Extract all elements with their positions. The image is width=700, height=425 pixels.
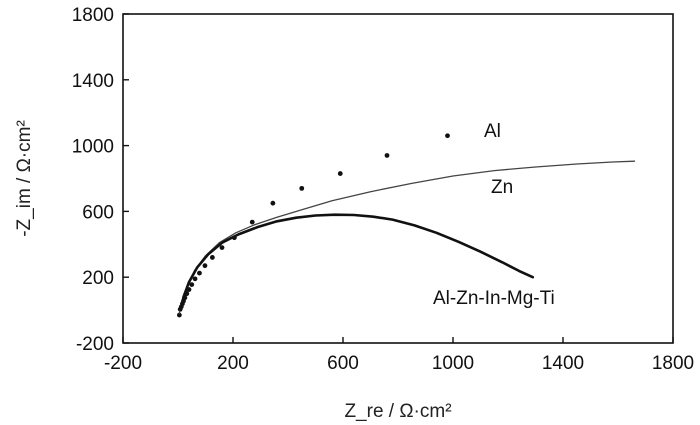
x-tick-label: 1000: [432, 353, 474, 374]
y-tick-label: 1400: [72, 71, 114, 92]
data-point: [249, 219, 255, 225]
x-axis-title: Z_re / Ω·cm²: [344, 401, 451, 422]
y-tick-label: 600: [82, 202, 114, 223]
y-axis-title: -Z_im / Ω·cm²: [14, 120, 35, 237]
x-tick-label: 1400: [542, 353, 584, 374]
data-point: [270, 200, 276, 206]
axis-ticks: -200 200 600 1000 1400 1800 -200 200 600 1000 1400…: [72, 5, 694, 374]
y-tick-label: -200: [76, 334, 114, 355]
data-point: [197, 270, 202, 276]
annotations: Al Zn Al-Zn-In-Mg-Ti: [433, 121, 555, 309]
data-point: [219, 245, 225, 250]
data-point: [176, 312, 182, 318]
data-point: [202, 263, 208, 269]
x-tick-label: -200: [104, 353, 142, 374]
series-annotation: Al-Zn-In-Mg-Ti: [433, 288, 555, 309]
data-point: [299, 185, 305, 191]
y-tick-label: 200: [82, 268, 114, 289]
x-tick-label: 600: [327, 353, 359, 374]
plot-border: [122, 13, 674, 344]
axis-titles: Z_re / Ω·cm² -Z_im / Ω·cm²: [14, 120, 452, 422]
data-series: [176, 133, 636, 318]
data-point: [189, 282, 195, 288]
series-annotation: Al: [484, 121, 501, 142]
data-point: [337, 171, 343, 176]
data-point: [445, 133, 450, 139]
data-point: [384, 153, 390, 158]
series-line: [178, 160, 636, 315]
y-tick-label: 1800: [72, 5, 114, 26]
data-point: [209, 255, 215, 260]
x-tick-label: 200: [217, 353, 249, 374]
x-tick-label: 1800: [652, 353, 694, 374]
y-tick-label: 1000: [72, 137, 114, 158]
series-line: [179, 213, 535, 312]
data-point: [192, 276, 198, 282]
plot-frame: [122, 13, 674, 344]
series-annotation: Zn: [491, 177, 513, 198]
